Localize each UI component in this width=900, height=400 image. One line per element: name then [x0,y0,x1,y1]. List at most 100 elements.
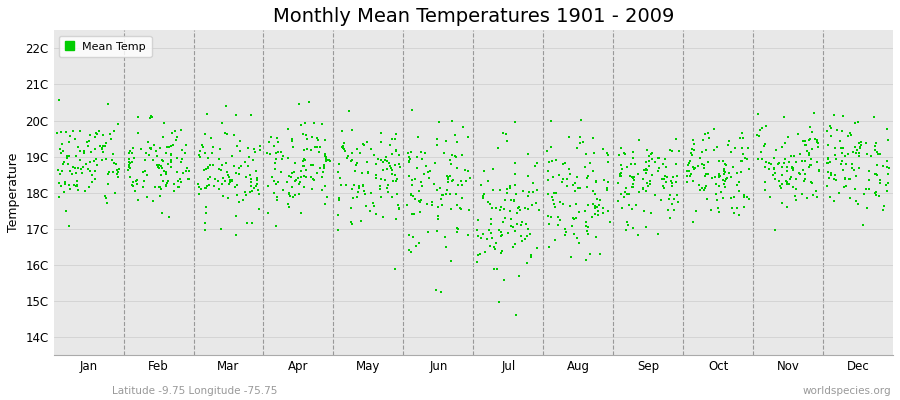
Point [541,176,555,183]
Point [314,173,328,180]
Point [153,185,167,192]
Point [317,165,331,171]
Point [709,181,724,188]
Point [461,232,475,238]
Point [158,182,173,189]
Point [645,150,660,156]
Point [797,142,812,148]
Point [354,218,368,224]
Point [415,183,429,189]
Point [249,181,264,187]
Point [447,152,462,159]
Point [219,102,233,109]
Point [611,180,625,186]
Point [637,207,652,214]
Point [706,146,721,153]
Point [563,203,578,210]
Point [412,188,427,194]
Point [563,254,578,260]
Point [344,205,358,211]
Point [197,220,211,226]
Point [553,199,567,206]
Point [435,192,449,198]
Point [778,140,792,146]
Point [212,166,226,172]
Point [805,128,819,135]
Point [404,149,419,155]
Point [820,156,834,163]
Point [600,187,615,194]
Point [821,154,835,161]
Point [286,194,301,200]
Point [110,167,124,173]
Point [526,202,540,208]
Point [542,221,556,227]
Point [392,206,406,212]
Point [809,188,824,194]
Point [508,160,522,166]
Point [296,184,310,190]
Point [443,191,457,197]
Point [51,167,66,173]
Point [262,139,276,145]
Point [513,233,527,240]
Point [868,143,883,150]
Point [103,131,117,137]
Point [812,167,826,174]
Point [58,129,73,135]
Point [626,175,640,182]
Point [435,202,449,208]
Point [562,134,576,140]
Point [636,186,651,192]
Point [551,222,565,228]
Point [751,156,765,162]
Point [852,145,867,152]
Point [862,186,877,192]
Point [182,176,196,182]
Point [176,156,190,162]
Point [483,242,498,249]
Point [704,207,718,213]
Point [732,212,746,218]
Point [682,168,697,174]
Point [718,168,733,175]
Point [872,193,886,199]
Point [786,164,800,171]
Point [757,141,771,147]
Point [613,170,627,177]
Point [614,145,628,152]
Point [581,202,596,208]
Point [775,172,789,178]
Point [374,130,388,136]
Point [171,178,185,184]
Point [869,148,884,155]
Point [644,210,658,216]
Point [160,180,175,186]
Point [823,123,837,129]
Point [728,144,742,151]
Point [590,196,605,202]
Point [832,138,847,144]
Point [881,180,896,186]
Point [336,145,350,151]
Point [786,164,800,170]
Point [308,144,322,150]
Point [413,198,428,205]
Point [661,207,675,214]
Point [158,169,173,176]
Point [368,174,382,181]
Point [630,232,644,238]
Point [319,154,333,160]
Point [193,154,207,160]
Point [718,176,733,182]
Point [191,180,205,187]
Point [241,145,256,152]
Point [599,150,614,156]
Point [300,167,314,173]
Point [54,150,68,156]
Point [824,172,838,178]
Point [364,146,378,152]
Point [498,197,512,203]
Point [799,142,814,149]
Point [159,150,174,156]
